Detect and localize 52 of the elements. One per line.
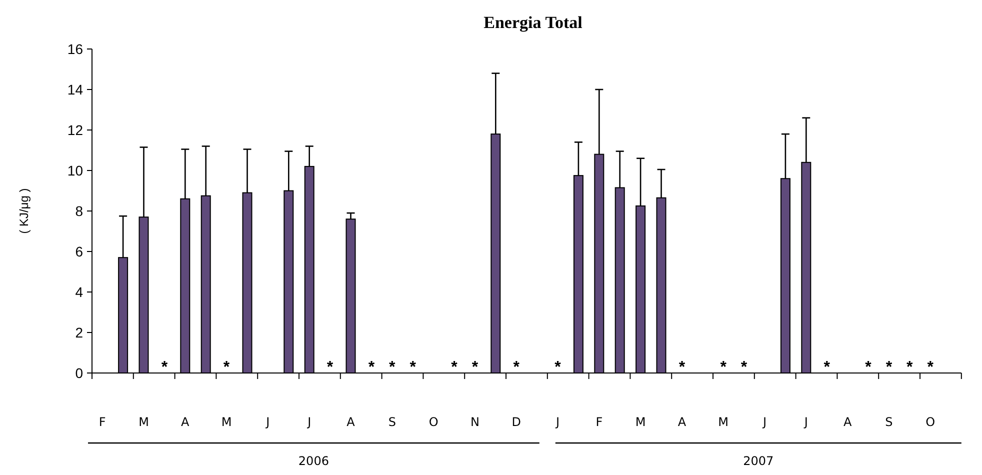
y-tick-label: 6: [75, 243, 84, 260]
y-tick-label: 14: [67, 81, 84, 98]
x-tick-label: J: [762, 415, 767, 429]
x-tick-label: J: [803, 415, 808, 429]
x-tick-label: A: [181, 415, 190, 429]
x-tick-label: M: [718, 415, 729, 429]
text: 2007: [743, 454, 774, 468]
y-tick-label: 12: [67, 122, 84, 138]
x-tick-label: F: [98, 415, 106, 429]
x-tick-label: A: [346, 415, 356, 429]
text: *: [223, 359, 230, 376]
text: 2006: [298, 454, 329, 468]
x-tick-label: S: [885, 415, 893, 429]
x-tick-label: N: [470, 415, 480, 429]
x-tick-label: J: [554, 415, 560, 429]
text: *: [678, 359, 686, 376]
y-tick-label: 8: [75, 202, 84, 219]
text: *: [513, 359, 520, 376]
text: *: [161, 359, 168, 376]
text: *: [389, 359, 396, 376]
text: *: [410, 359, 416, 376]
text: *: [906, 359, 913, 376]
text: *: [451, 359, 458, 376]
x-tick-label: F: [596, 415, 603, 429]
x-tick-label: A: [843, 415, 852, 429]
text: *: [927, 359, 934, 376]
y-tick-label: 2: [75, 324, 84, 340]
x-tick-label: J: [306, 415, 312, 429]
y-tick-label: 4: [75, 284, 84, 300]
x-tick-label: O: [428, 415, 438, 429]
x-tick-label: D: [512, 415, 521, 429]
text: *: [824, 359, 830, 376]
text: *: [326, 359, 334, 376]
chart-title: Energia Total: [484, 13, 583, 32]
text: *: [472, 359, 478, 376]
y-axis-title: ( KJ/μg ): [17, 188, 31, 234]
text: *: [865, 359, 872, 376]
x-tick-label: J: [265, 415, 270, 429]
x-tick-label: S: [388, 415, 396, 429]
y-tick-label: 0: [75, 364, 84, 381]
x-tick-label: M: [138, 415, 149, 429]
text: *: [554, 359, 561, 376]
text: *: [720, 359, 726, 376]
x-tick-label: M: [635, 415, 646, 429]
x-tick-label: A: [678, 415, 687, 429]
y-tick-label: 10: [67, 162, 84, 178]
text: *: [886, 359, 892, 376]
text: *: [368, 359, 375, 376]
text: *: [740, 359, 748, 376]
x-tick-label: M: [221, 415, 232, 429]
x-tick-label: O: [926, 415, 936, 429]
y-tick-label: 16: [67, 40, 84, 57]
